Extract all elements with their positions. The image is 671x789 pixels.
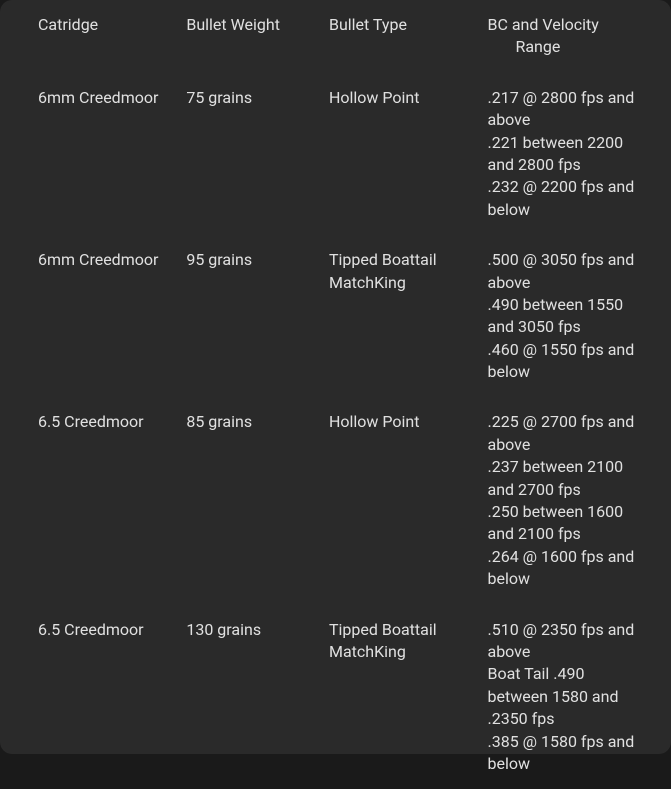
bc-line: .237 between 2100 and 2700 fps (487, 456, 647, 501)
header-bullet-type: Bullet Type (317, 0, 476, 73)
bc-line: .264 @ 1600 fps and below (487, 546, 647, 591)
header-bullet-weight: Bullet Weight (174, 0, 317, 73)
bc-line: .460 @ 1550 fps and below (487, 339, 647, 384)
bc-line: .250 between 1600 and 2100 fps (487, 501, 647, 546)
cell-cartridge: 6mm Creedmoor (0, 235, 174, 397)
bc-line: .500 @ 3050 fps and above (487, 249, 647, 294)
cell-bc-velocity: .217 @ 2800 fps and above.221 between 22… (475, 73, 671, 235)
ballistics-table: Catridge Bullet Weight Bullet Type BC an… (0, 0, 671, 789)
header-bc-line1: BC and Velocity (487, 15, 598, 34)
cell-cartridge: 6.5 Creedmoor (0, 397, 174, 604)
cell-bc-velocity: .500 @ 3050 fps and above.490 between 15… (475, 235, 671, 397)
header-bc-velocity: BC and Velocity Range (475, 0, 671, 73)
header-row: Catridge Bullet Weight Bullet Type BC an… (0, 0, 671, 73)
table-header: Catridge Bullet Weight Bullet Type BC an… (0, 0, 671, 73)
cell-cartridge: 6.5 Creedmoor (0, 605, 174, 789)
header-bc-line2: Range (487, 36, 647, 58)
cell-bullet-type: Tipped Boattail MatchKing (317, 235, 476, 397)
header-cartridge: Catridge (0, 0, 174, 73)
cell-bullet-weight: 95 grains (174, 235, 317, 397)
table-row: 6.5 Creedmoor130 grainsTipped Boattail M… (0, 605, 671, 789)
bc-line: .385 @ 1580 fps and below (487, 731, 647, 776)
bc-line: .217 @ 2800 fps and above (487, 87, 647, 132)
bc-line: .225 @ 2700 fps and above (487, 411, 647, 456)
table-row: 6mm Creedmoor75 grainsHollow Point.217 @… (0, 73, 671, 235)
table-body: 6mm Creedmoor75 grainsHollow Point.217 @… (0, 73, 671, 789)
bc-line: .490 between 1550 and 3050 fps (487, 294, 647, 339)
bc-line: Boat Tail .490 between 1580 and .2350 fp… (487, 663, 647, 730)
table-row: 6mm Creedmoor95 grainsTipped Boattail Ma… (0, 235, 671, 397)
cell-bullet-type: Tipped Boattail MatchKing (317, 605, 476, 789)
table-row: 6.5 Creedmoor85 grainsHollow Point.225 @… (0, 397, 671, 604)
cell-bullet-weight: 130 grains (174, 605, 317, 789)
cell-cartridge: 6mm Creedmoor (0, 73, 174, 235)
bc-line: .232 @ 2200 fps and below (487, 176, 647, 221)
cell-bullet-weight: 85 grains (174, 397, 317, 604)
bc-line: .510 @ 2350 fps and above (487, 619, 647, 664)
cell-bc-velocity: .510 @ 2350 fps and aboveBoat Tail .490 … (475, 605, 671, 789)
cell-bullet-weight: 75 grains (174, 73, 317, 235)
cell-bc-velocity: .225 @ 2700 fps and above.237 between 21… (475, 397, 671, 604)
cell-bullet-type: Hollow Point (317, 397, 476, 604)
cell-bullet-type: Hollow Point (317, 73, 476, 235)
ballistics-table-container: Catridge Bullet Weight Bullet Type BC an… (0, 0, 671, 754)
bc-line: .221 between 2200 and 2800 fps (487, 132, 647, 177)
